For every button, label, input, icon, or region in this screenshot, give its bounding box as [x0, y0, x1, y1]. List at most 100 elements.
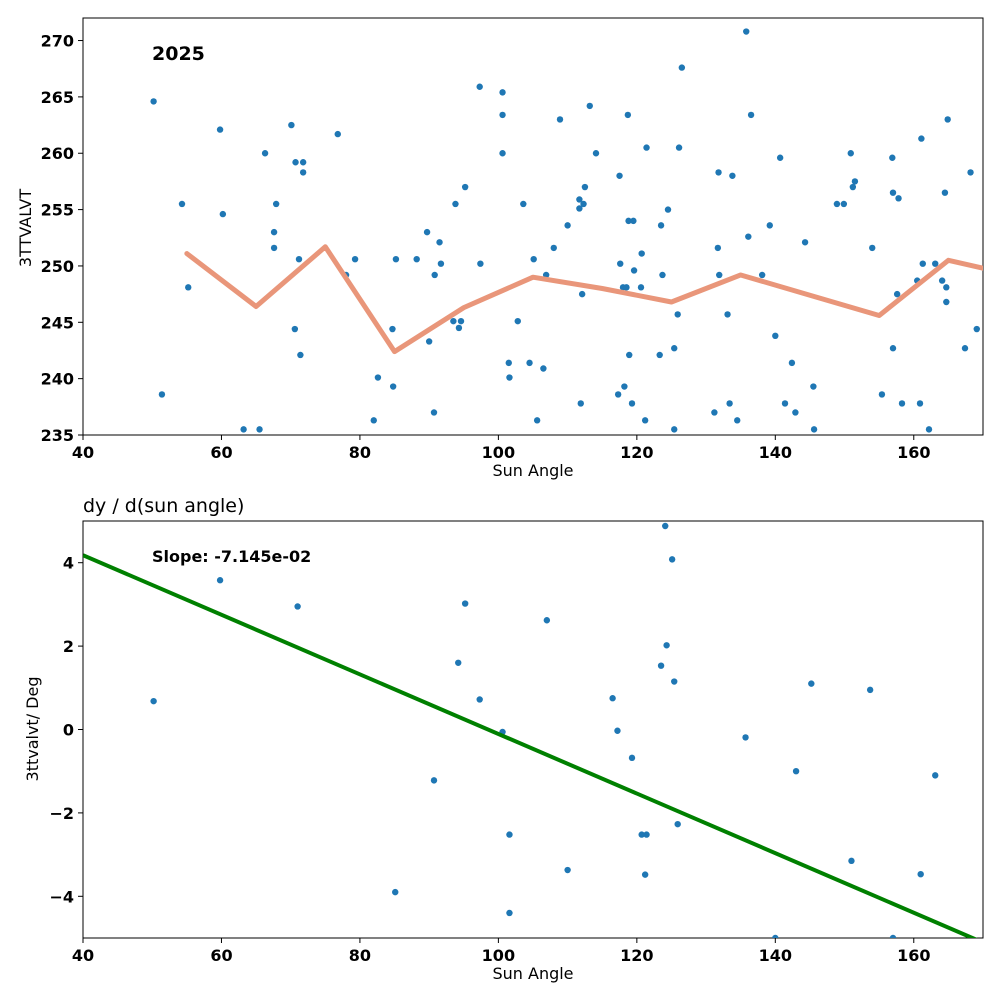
- data-point: [766, 222, 773, 229]
- top-x-ticks: 40 60 80 100 120 140 160: [72, 435, 930, 462]
- data-point: [724, 311, 731, 318]
- data-point: [564, 866, 571, 874]
- data-point: [961, 345, 969, 352]
- data-point: [869, 244, 876, 252]
- data-point: [630, 267, 638, 274]
- data-point: [788, 359, 796, 367]
- data-point: [288, 121, 295, 129]
- y-tick-label: 265: [41, 88, 74, 107]
- data-point: [437, 260, 445, 267]
- data-point: [967, 169, 974, 176]
- top-y-axis-label: 3TTVALVT: [16, 189, 35, 267]
- x-tick-label: 40: [72, 946, 94, 965]
- data-point: [668, 556, 676, 563]
- data-point: [374, 374, 382, 381]
- data-point: [413, 255, 420, 263]
- top-y-ticks: 235 240 245 250 255 260 265 270: [41, 32, 83, 445]
- data-point: [256, 426, 263, 433]
- data-point: [614, 391, 622, 398]
- data-point: [641, 871, 649, 878]
- data-point: [586, 102, 593, 110]
- data-point: [499, 111, 506, 119]
- data-point: [430, 777, 438, 784]
- data-point: [833, 200, 841, 208]
- data-point: [272, 200, 280, 208]
- data-point: [638, 250, 645, 257]
- data-point: [772, 934, 779, 938]
- x-tick-label: 140: [759, 443, 792, 462]
- y-tick-label: −2: [49, 804, 74, 823]
- data-point: [810, 426, 818, 433]
- bottom-chart: dy / d(sun angle) 40 60 80 100 120 140 160 −4−…: [23, 495, 984, 983]
- data-point: [614, 727, 621, 734]
- data-point: [533, 417, 541, 424]
- data-point: [643, 144, 650, 151]
- data-point: [943, 298, 950, 306]
- data-point: [292, 159, 299, 166]
- data-point: [664, 206, 672, 213]
- data-point: [624, 111, 632, 119]
- data-point: [851, 178, 859, 185]
- data-point: [932, 772, 939, 779]
- data-point: [158, 391, 166, 398]
- data-point: [638, 831, 645, 838]
- data-point: [556, 116, 564, 123]
- data-point: [657, 222, 665, 229]
- data-point: [392, 255, 400, 263]
- bottom-y-ticks: −4 −2 0 2 4: [49, 554, 83, 906]
- data-point: [630, 217, 637, 225]
- data-point: [623, 284, 630, 291]
- x-tick-label: 160: [897, 443, 930, 462]
- data-point: [578, 290, 586, 298]
- data-point: [425, 338, 433, 345]
- data-point: [520, 200, 527, 208]
- y-tick-label: 4: [63, 554, 74, 573]
- data-point: [216, 577, 224, 584]
- data-point: [973, 325, 980, 333]
- data-point: [938, 277, 946, 284]
- data-point: [893, 290, 901, 298]
- data-point: [625, 217, 632, 225]
- data-point: [526, 359, 533, 367]
- x-tick-label: 120: [620, 443, 653, 462]
- x-tick-label: 120: [620, 946, 653, 965]
- data-point: [550, 244, 557, 252]
- x-tick-label: 160: [897, 946, 930, 965]
- data-point: [178, 200, 186, 208]
- data-point: [840, 200, 848, 208]
- data-point: [506, 374, 513, 381]
- data-point: [370, 417, 377, 424]
- data-point: [270, 228, 278, 236]
- data-point: [505, 359, 512, 367]
- data-point: [895, 195, 902, 202]
- data-point: [849, 183, 857, 191]
- data-point: [506, 831, 513, 838]
- y-tick-label: 2: [63, 637, 74, 656]
- data-point: [499, 89, 506, 96]
- top-trend-line: [184, 244, 983, 355]
- data-point: [436, 239, 443, 246]
- data-point: [617, 260, 624, 267]
- data-point: [792, 409, 799, 416]
- bottom-x-ticks: 40 60 80 100 120 140 160: [72, 938, 930, 965]
- data-point: [576, 205, 583, 212]
- y-tick-label: 255: [41, 201, 74, 220]
- data-point: [781, 400, 789, 407]
- y-tick-label: −4: [49, 887, 74, 906]
- data-point: [452, 200, 459, 208]
- data-point: [810, 383, 817, 390]
- data-point: [742, 734, 749, 741]
- x-tick-label: 100: [482, 946, 515, 965]
- data-point: [889, 934, 897, 938]
- data-point: [219, 210, 227, 218]
- data-point: [150, 98, 157, 105]
- data-point: [514, 317, 521, 325]
- data-point: [918, 135, 925, 142]
- data-point: [216, 126, 224, 133]
- data-point: [477, 260, 484, 267]
- data-point: [715, 169, 722, 176]
- y-tick-label: 0: [63, 721, 74, 740]
- bottom-plot-frame: [82, 520, 984, 939]
- bottom-fit-line: [83, 553, 978, 938]
